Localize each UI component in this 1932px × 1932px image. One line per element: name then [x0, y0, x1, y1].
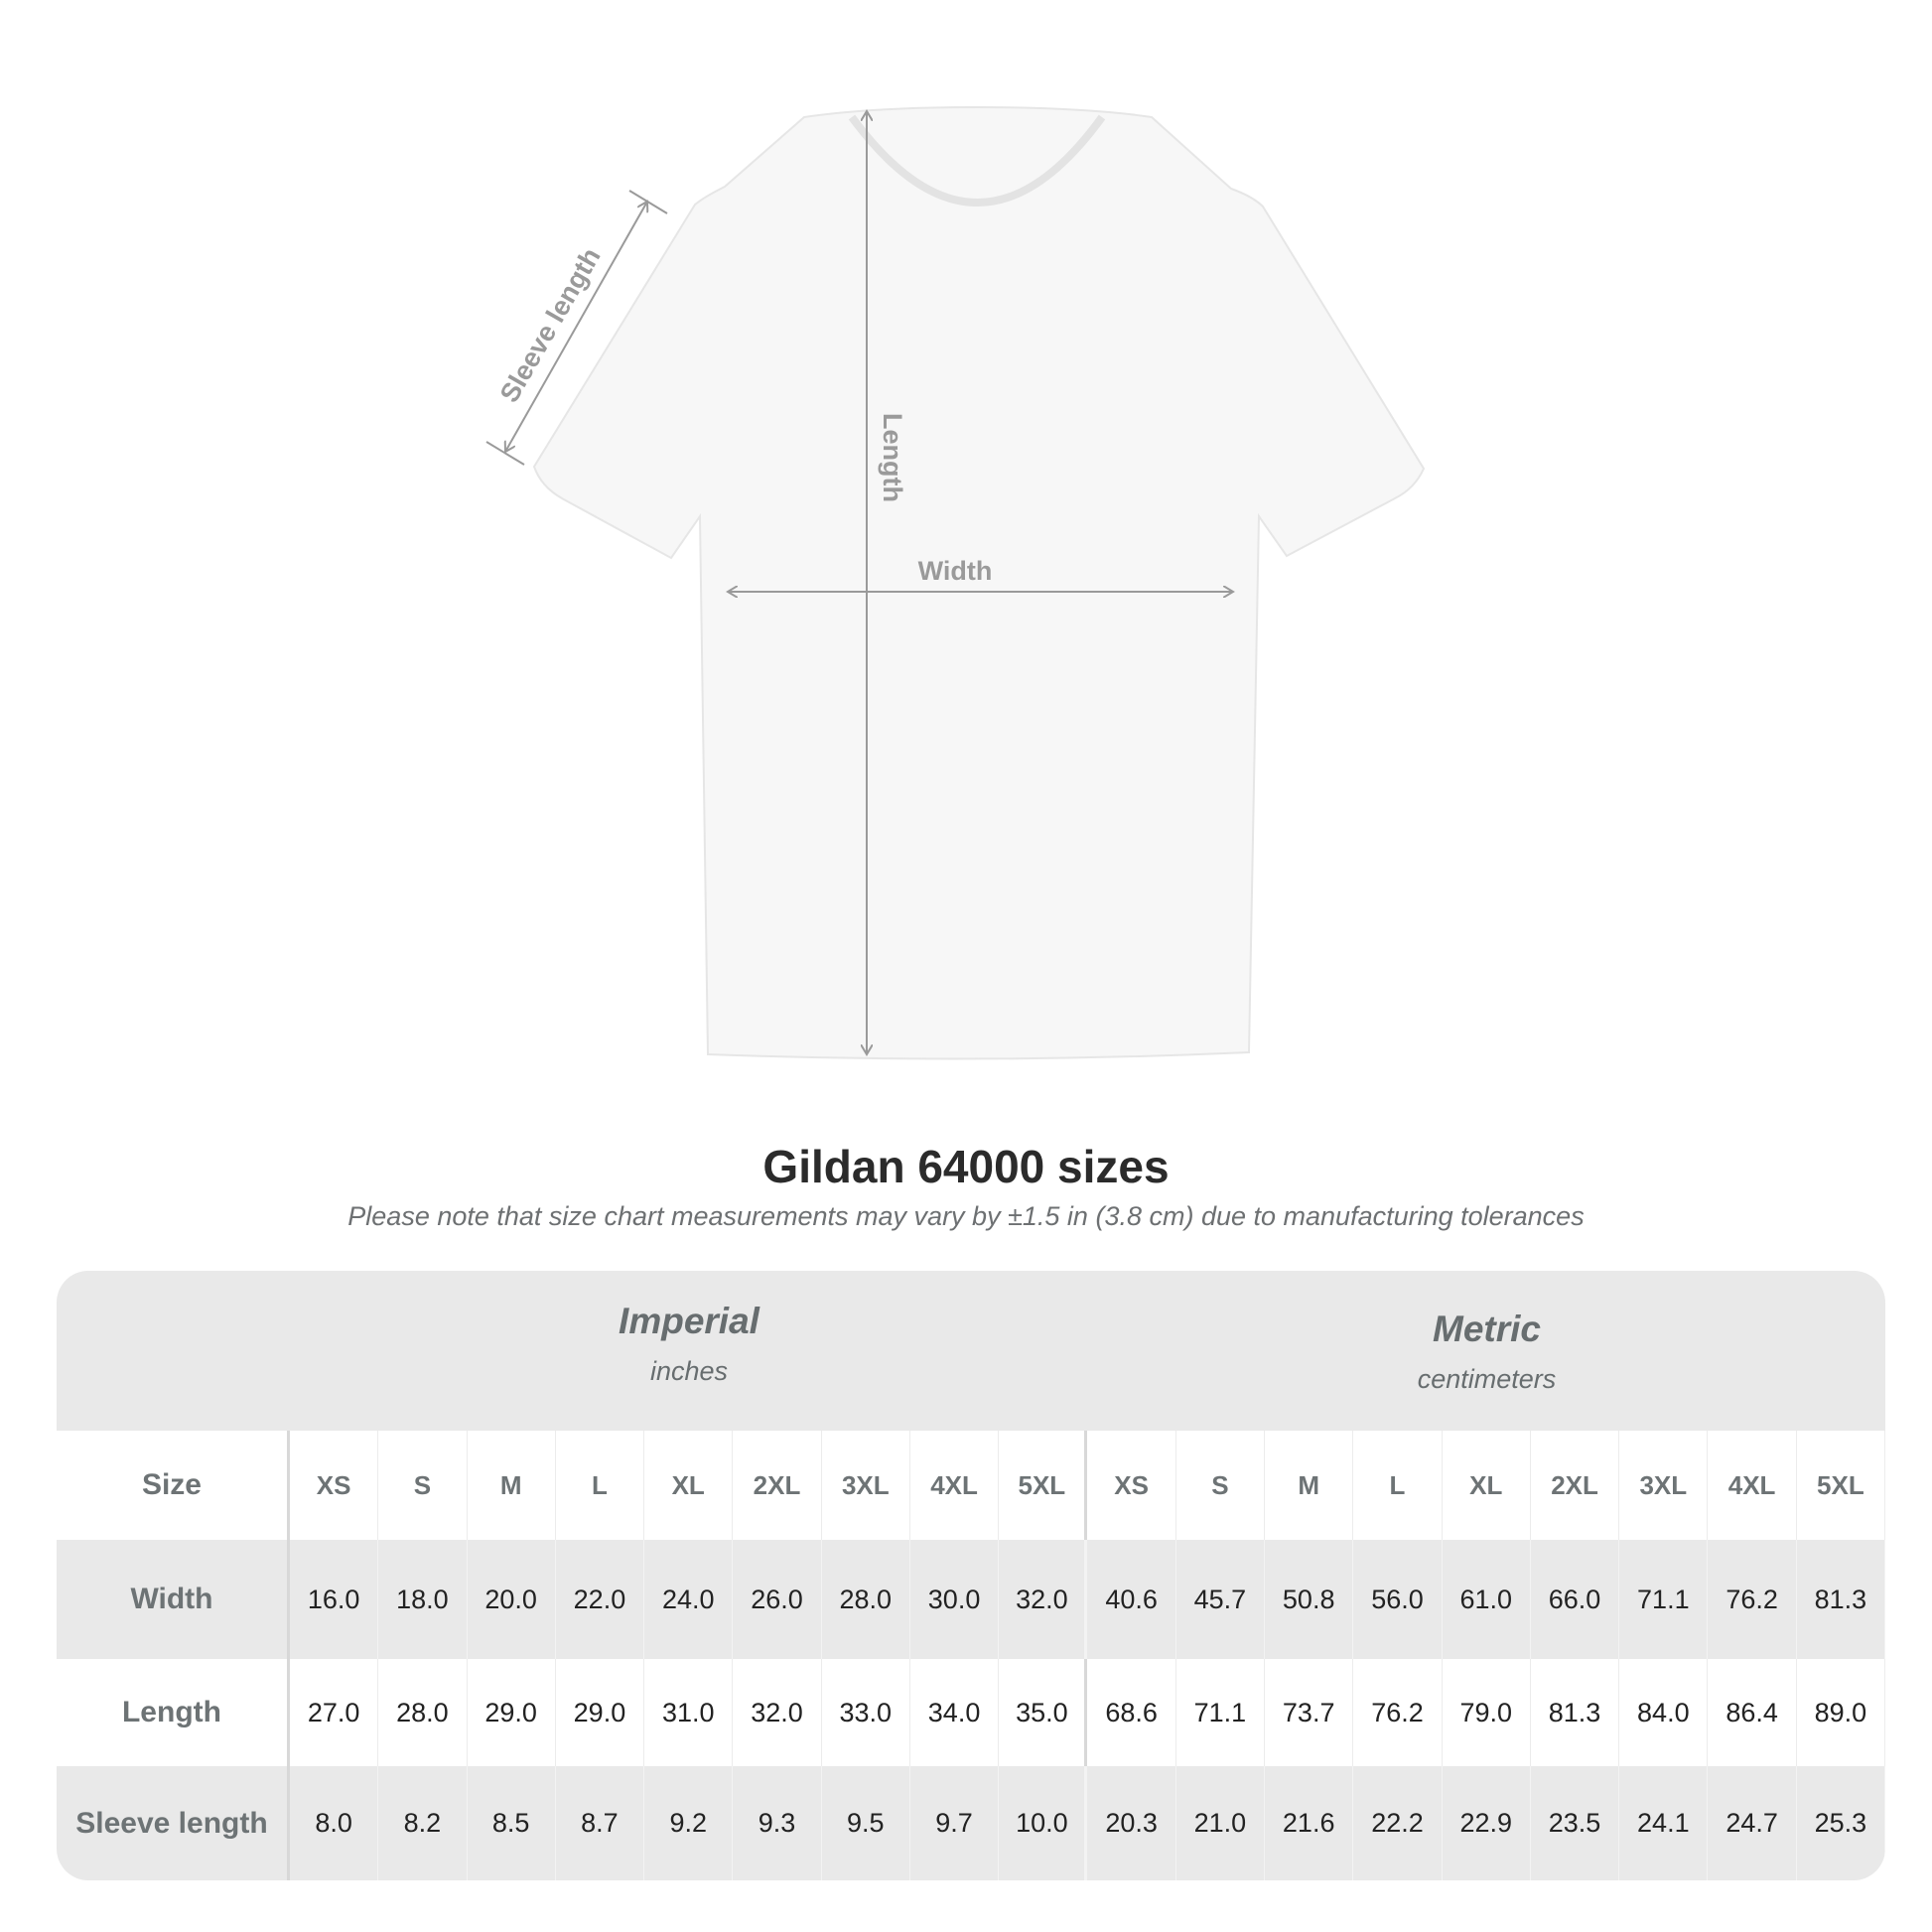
table-cell: 24.1	[1619, 1766, 1709, 1880]
size-header-cell: 5XL	[999, 1431, 1088, 1540]
table-cell: 29.0	[556, 1659, 645, 1766]
table-cell: 9.2	[644, 1766, 734, 1880]
size-row: Size XS S M L XL 2XL 3XL 4XL 5XL XS S M L XL 2XL 3XL 4XL…	[57, 1431, 1885, 1540]
row-label: Width	[57, 1540, 290, 1659]
size-header-cell: XS	[1087, 1431, 1176, 1540]
table-cell: 32.0	[999, 1540, 1088, 1659]
table-cell: 79.0	[1443, 1659, 1531, 1766]
tshirt-shape	[532, 105, 1426, 1060]
tolerance-note: Please note that size chart measurements…	[347, 1201, 1585, 1231]
table-cell: 22.2	[1353, 1766, 1443, 1880]
size-header-cell: XS	[290, 1431, 379, 1540]
table-cell: 10.0	[999, 1766, 1088, 1880]
metric-unit: centimeters	[1417, 1364, 1557, 1394]
table-cell: 8.7	[556, 1766, 645, 1880]
length-label: Length	[878, 413, 907, 502]
table-cell: 28.0	[378, 1659, 468, 1766]
size-header-cell: 3XL	[822, 1431, 910, 1540]
table-cell: 20.3	[1087, 1766, 1176, 1880]
table-cell: 28.0	[822, 1540, 910, 1659]
collar	[848, 114, 1106, 207]
table-cell: 26.0	[733, 1540, 822, 1659]
table-cell: 9.3	[733, 1766, 822, 1880]
table-cell: 16.0	[290, 1540, 379, 1659]
imperial-header: Imperial inches	[290, 1301, 1088, 1387]
table-cell: 27.0	[290, 1659, 379, 1766]
table-cell: 35.0	[999, 1659, 1088, 1766]
table-cell: 20.0	[468, 1540, 556, 1659]
units-header: Imperial inches Metric centimeters	[57, 1271, 1885, 1431]
table-cell: 66.0	[1531, 1540, 1620, 1659]
table-cell: 21.0	[1176, 1766, 1266, 1880]
table-cell: 34.0	[910, 1659, 1000, 1766]
table-cell: 81.3	[1797, 1540, 1885, 1659]
sleeve-arrow	[505, 202, 647, 452]
table-cell: 50.8	[1265, 1540, 1354, 1659]
tshirt-diagram: Width Length Sleeve length	[485, 105, 1426, 1060]
size-header-cell: S	[1176, 1431, 1266, 1540]
table-cell: 22.0	[556, 1540, 645, 1659]
table-cell: 89.0	[1797, 1659, 1885, 1766]
table-cell: 24.7	[1708, 1766, 1797, 1880]
chart-title: Gildan 64000 sizes	[762, 1141, 1170, 1192]
size-header-cell: 4XL	[1708, 1431, 1797, 1540]
table-cell: 25.3	[1797, 1766, 1885, 1880]
size-label: Size	[57, 1431, 290, 1540]
table-cell: 8.0	[290, 1766, 379, 1880]
table-cell: 40.6	[1087, 1540, 1176, 1659]
table-cell: 30.0	[910, 1540, 1000, 1659]
table-cell: 86.4	[1708, 1659, 1797, 1766]
table-cell: 68.6	[1087, 1659, 1176, 1766]
size-header-cell: XL	[644, 1431, 734, 1540]
table-cell: 29.0	[468, 1659, 556, 1766]
size-header-cell: 4XL	[910, 1431, 1000, 1540]
size-header-cell: 3XL	[1619, 1431, 1709, 1540]
size-header-cell: M	[468, 1431, 556, 1540]
table-cell: 76.2	[1708, 1540, 1797, 1659]
row-label: Length	[57, 1659, 290, 1766]
size-header-cell: S	[378, 1431, 468, 1540]
size-table: Imperial inches Metric centimeters Size …	[57, 1271, 1885, 1880]
table-cell: 71.1	[1176, 1659, 1266, 1766]
table-row: Sleeve length 8.0 8.2 8.5 8.7 9.2 9.3 9.5 9.7 10.…	[57, 1766, 1885, 1880]
table-cell: 9.5	[822, 1766, 910, 1880]
table-cell: 71.1	[1619, 1540, 1709, 1659]
size-header-cell: XL	[1443, 1431, 1531, 1540]
table-cell: 24.0	[644, 1540, 734, 1659]
table-cell: 8.5	[468, 1766, 556, 1880]
row-label: Sleeve length	[57, 1766, 290, 1880]
table-cell: 32.0	[733, 1659, 822, 1766]
size-header-cell: L	[556, 1431, 645, 1540]
table-cell: 8.2	[378, 1766, 468, 1880]
table-cell: 23.5	[1531, 1766, 1620, 1880]
table-cell: 61.0	[1443, 1540, 1531, 1659]
table-cell: 18.0	[378, 1540, 468, 1659]
imperial-unit: inches	[649, 1356, 729, 1386]
table-row: Length 27.0 28.0 29.0 29.0 31.0 32.0 33.0 34.0 35…	[57, 1659, 1885, 1766]
size-header-cell: 2XL	[733, 1431, 822, 1540]
table-cell: 45.7	[1176, 1540, 1266, 1659]
table-cell: 21.6	[1265, 1766, 1354, 1880]
size-header-cell: 5XL	[1797, 1431, 1885, 1540]
size-header-cell: M	[1265, 1431, 1354, 1540]
metric-title: Metric	[1433, 1309, 1541, 1349]
table-cell: 33.0	[822, 1659, 910, 1766]
table-cell: 9.7	[910, 1766, 1000, 1880]
table-cell: 22.9	[1443, 1766, 1531, 1880]
imperial-title: Imperial	[619, 1301, 759, 1341]
table-cell: 56.0	[1353, 1540, 1443, 1659]
width-label: Width	[918, 556, 993, 586]
size-header-cell: L	[1353, 1431, 1443, 1540]
table-row: Width 16.0 18.0 20.0 22.0 24.0 26.0 28.0 30.0 32.…	[57, 1540, 1885, 1659]
metric-header: Metric centimeters	[1088, 1309, 1885, 1395]
table-cell: 73.7	[1265, 1659, 1354, 1766]
table-cell: 31.0	[644, 1659, 734, 1766]
table-cell: 76.2	[1353, 1659, 1443, 1766]
size-header-cell: 2XL	[1531, 1431, 1620, 1540]
table-cell: 81.3	[1531, 1659, 1620, 1766]
table-cell: 84.0	[1619, 1659, 1709, 1766]
